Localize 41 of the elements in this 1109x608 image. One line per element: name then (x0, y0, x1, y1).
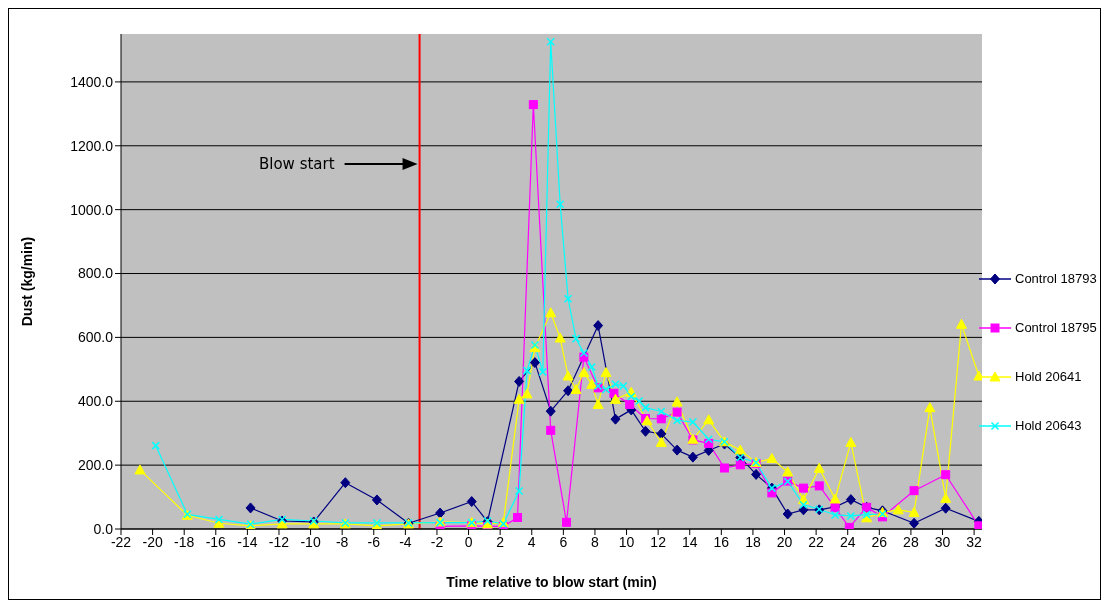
x-tick-label: -6 (367, 533, 381, 550)
legend-label: Control 18793 (1015, 271, 1097, 286)
x-axis-title: Time relative to blow start (min) (446, 574, 657, 590)
x-tick-label: -10 (300, 533, 321, 550)
y-tick-label: 200.0 (77, 457, 114, 474)
x-tick-label: -14 (237, 533, 258, 550)
x-tick-label: 0 (464, 533, 473, 550)
x-tick-label: 18 (745, 533, 761, 550)
x-tick-label: 26 (871, 533, 888, 550)
y-axis-title: Dust (kg/min) (18, 236, 35, 327)
x-tick-label: 2 (496, 533, 505, 550)
x-tick-label: 4 (527, 533, 536, 550)
y-tick-label: 600.0 (77, 329, 114, 346)
x-tick-label: 30 (934, 533, 951, 550)
x-tick-label: 12 (650, 533, 667, 550)
x-tick-label: 14 (681, 533, 698, 550)
x-tick-label: 24 (839, 533, 856, 550)
x-tick-label: 6 (559, 533, 568, 550)
legend-label: Hold 20641 (1015, 369, 1082, 384)
x-tick-label: 28 (903, 533, 919, 550)
x-tick-label: -18 (174, 533, 195, 550)
x-tick-label: 32 (966, 533, 983, 550)
x-tick-label: -12 (268, 533, 290, 550)
x-tick-label: 10 (618, 533, 635, 550)
legend-label: Control 18795 (1015, 320, 1097, 335)
x-tick-label: 22 (808, 533, 825, 550)
y-tick-label: 1000.0 (70, 201, 114, 218)
x-tick-label: -4 (399, 533, 412, 550)
y-tick-label: 1400.0 (70, 73, 114, 90)
x-tick-label: 20 (776, 533, 793, 550)
x-tick-label: -8 (335, 533, 349, 550)
x-tick-label: -20 (142, 533, 163, 550)
annotation: Blow start (258, 155, 335, 173)
x-tick-label: 8 (591, 533, 600, 550)
y-tick-label: 800.0 (77, 265, 114, 282)
y-tick-label: 400.0 (77, 393, 114, 410)
x-tick-label: -16 (205, 533, 227, 550)
x-tick-label: -2 (430, 533, 444, 550)
x-tick-label: 16 (713, 533, 730, 550)
y-tick-label: 1200.0 (70, 137, 114, 154)
legend-label: Hold 20643 (1015, 418, 1082, 433)
